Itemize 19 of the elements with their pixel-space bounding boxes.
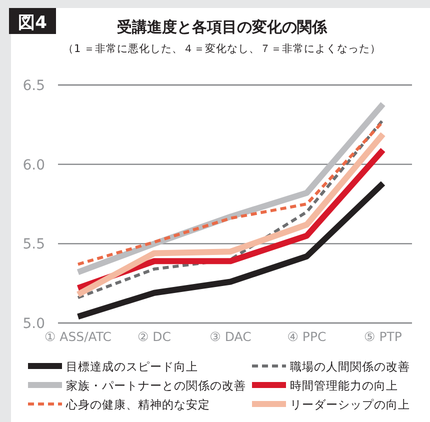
legend-label: 目標達成のスピード向上 [66, 360, 198, 374]
x-tick-label: ④ PPC [287, 329, 327, 344]
annotation: 図4 [9, 8, 56, 34]
chart-title: 受講進度と各項目の変化の関係 [116, 18, 328, 36]
legend-label: 職場の人間関係の改善 [290, 360, 410, 374]
x-tick-label: ① ASS/ATC [44, 329, 112, 344]
chart-subtitle: （1 ＝非常に悪化した、４＝変化なし、７＝非常によくなった） [62, 42, 382, 55]
caption: 図4 [18, 13, 48, 33]
x-tick-label: ② DC [137, 329, 172, 344]
x-tick-label: ⑤ PTP [364, 329, 402, 344]
legend-label: 時間管理能力の向上 [290, 378, 398, 392]
legend-label: 心身の健康、精神的な安定 [65, 398, 210, 412]
legend-label: リーダーシップの向上 [290, 398, 410, 412]
y-tick-label: 5.5 [22, 236, 45, 253]
y-tick-label: 6.0 [22, 157, 45, 174]
y-tick-label: 5.0 [22, 316, 45, 332]
y-tick-label: 6.5 [22, 78, 45, 94]
legend-label: 家族・パートナーとの関係の改善 [66, 378, 246, 392]
x-tick-label: ③ DAC [210, 329, 252, 344]
